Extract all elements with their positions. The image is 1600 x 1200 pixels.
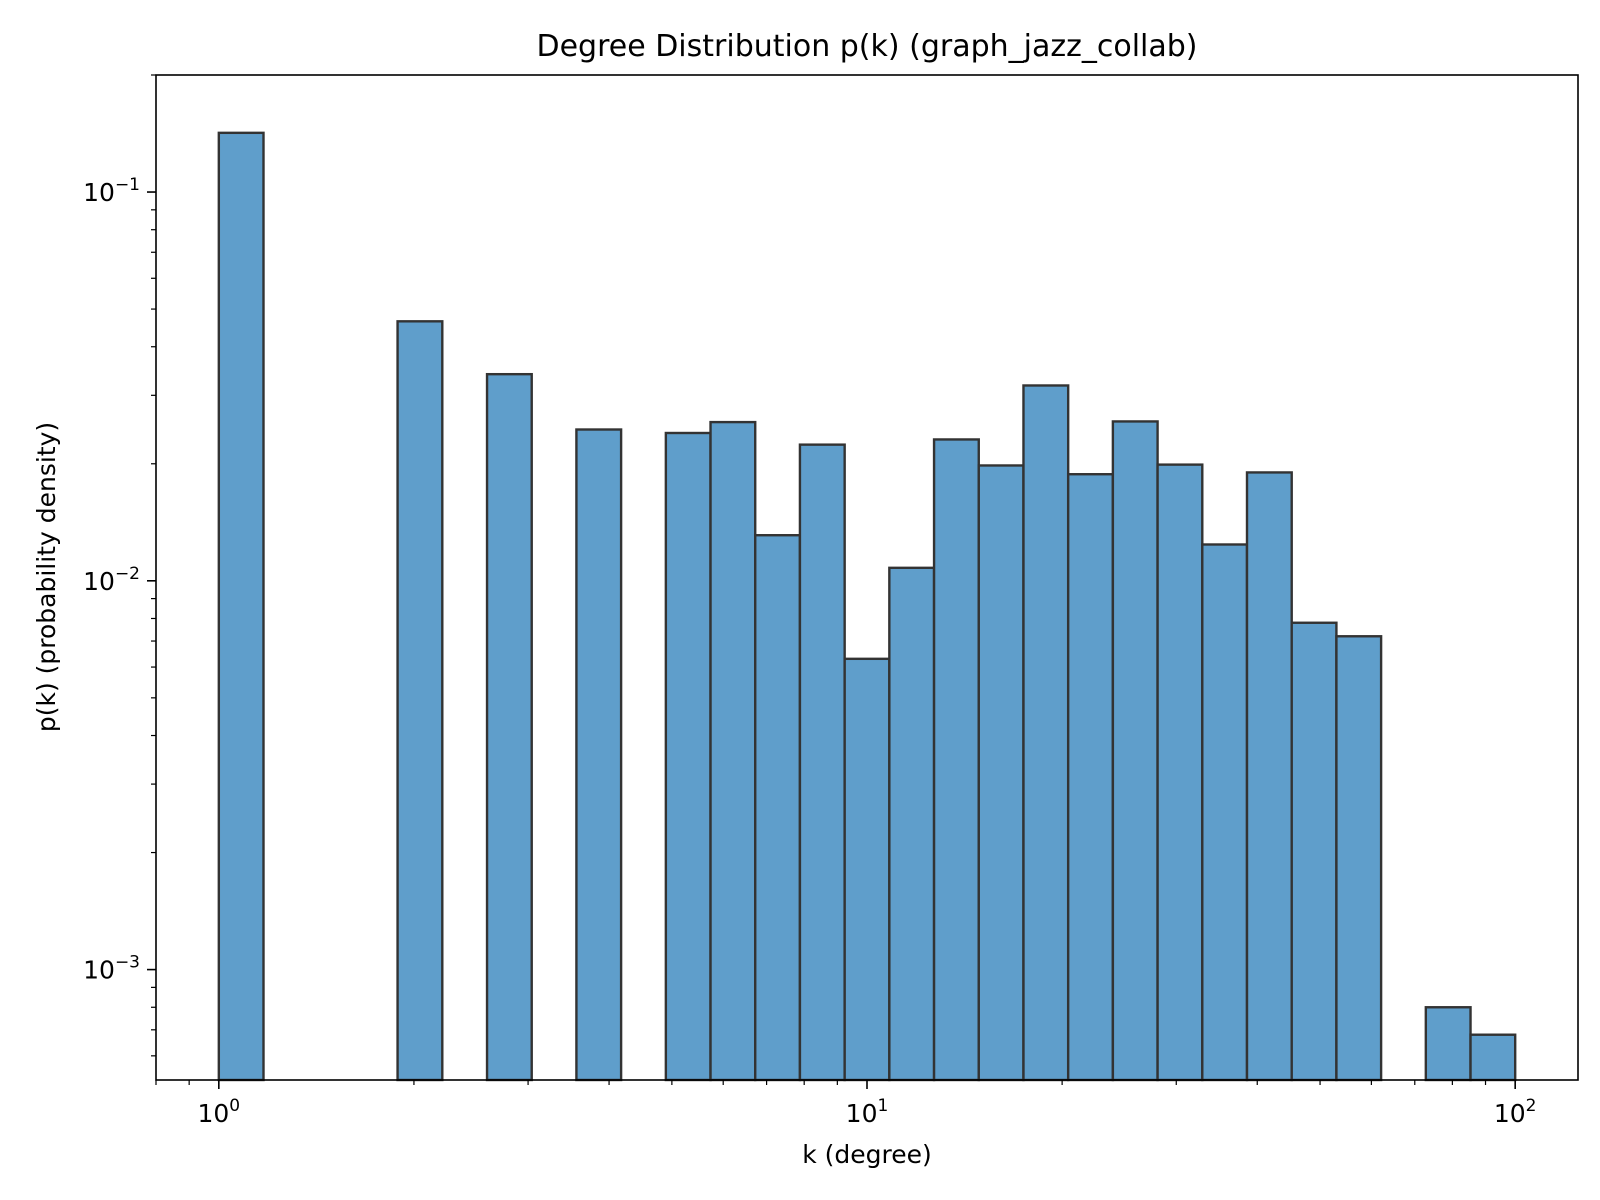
x-axis-label: k (degree) [802,1140,932,1169]
y-axis-ticks: 10−1 10−2 10−3 [83,74,156,1057]
histogram-bar-22 [1201,543,1249,1082]
histogram-bar-24 [1290,621,1338,1082]
histogram-bar-27 [1424,1006,1472,1082]
histogram-bar-20 [1111,420,1159,1082]
x-tick-label: 102 [1494,1096,1537,1128]
histogram-bar-10 [664,431,712,1082]
histogram-bar-21 [1156,463,1204,1082]
x-tick-label: 101 [846,1096,889,1128]
histogram-bar-25 [1335,635,1383,1082]
histogram-bar-8 [575,428,623,1082]
histogram-bars [217,131,1517,1082]
y-tick-label: 10−1 [83,175,140,207]
histogram-bar-12 [754,534,802,1082]
plot-frame [155,74,1579,1081]
histogram-bar-17 [977,464,1025,1082]
y-axis-label: p(k) (probability density) [32,422,61,732]
histogram-bar-11 [709,420,757,1082]
histogram-bar-0 [217,131,265,1082]
histogram-bar-15 [888,566,936,1082]
y-tick-label: 10−2 [83,564,140,596]
histogram-bar-28 [1469,1033,1517,1082]
histogram-bar-6 [485,372,533,1082]
histogram-bar-18 [1022,384,1070,1082]
histogram-bar-13 [798,443,846,1082]
x-tick-label: 100 [197,1096,240,1128]
histogram-bar-4 [396,320,444,1082]
x-axis-ticks: 100 101 102 [155,1080,1537,1128]
chart-title: Degree Distribution p(k) (graph_jazz_col… [536,29,1197,64]
histogram-bar-23 [1245,471,1293,1082]
y-tick-label: 10−3 [83,953,140,985]
histogram-bar-14 [843,657,891,1082]
histogram-bar-19 [1066,473,1115,1082]
histogram-bar-16 [932,438,980,1082]
